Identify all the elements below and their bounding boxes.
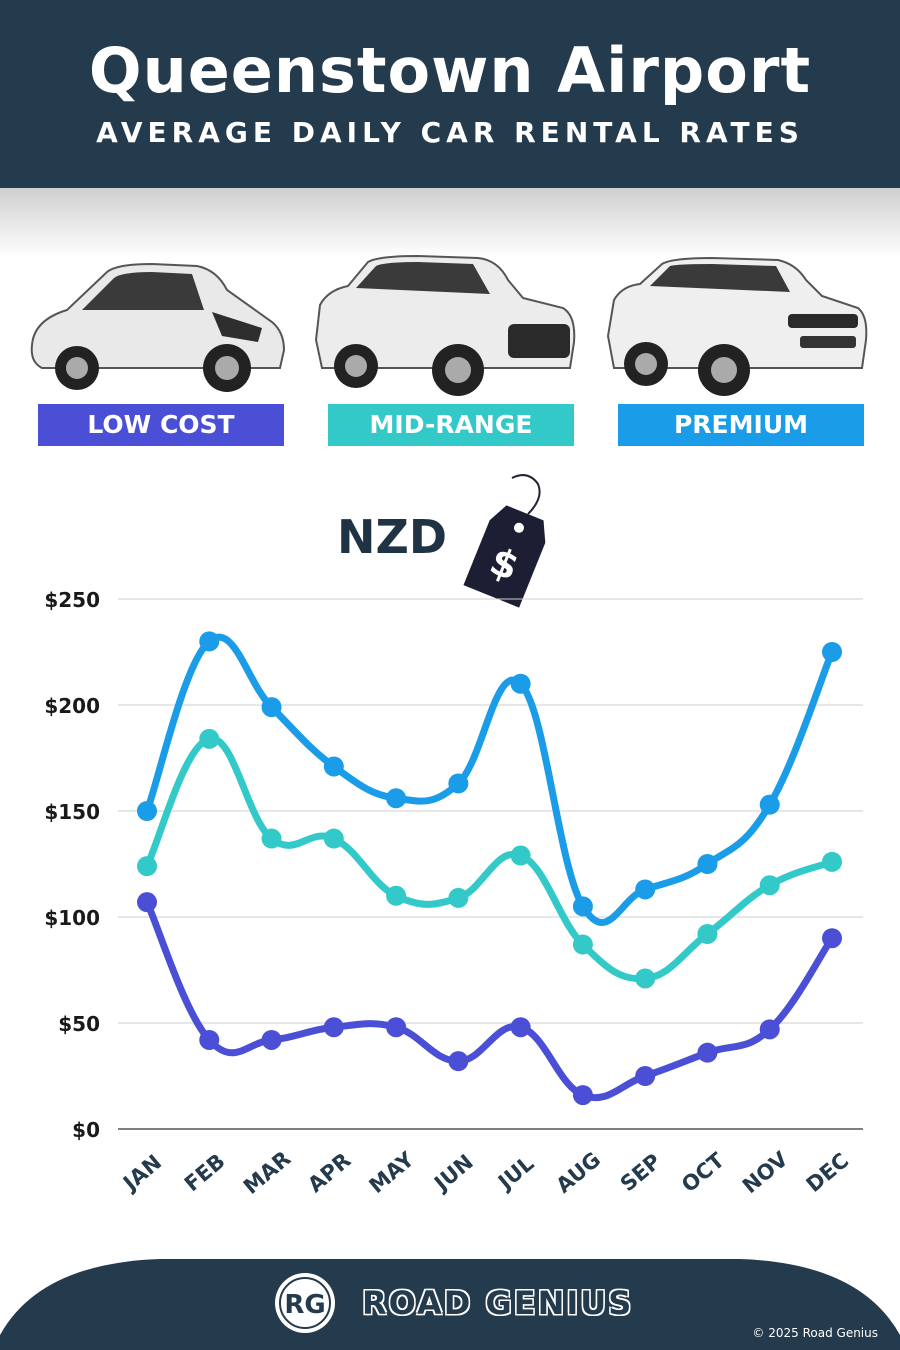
x-tick-label: SEP [616, 1149, 666, 1196]
footer-banner [0, 1259, 900, 1350]
data-point [323, 756, 344, 777]
data-point [448, 887, 469, 908]
hatchback-car-icon [30, 262, 286, 392]
data-point [635, 1066, 656, 1086]
data-point [759, 875, 780, 896]
data-point [697, 854, 718, 874]
y-tick-label: $50 [58, 1012, 100, 1036]
mid-range-badge: MID-RANGE [328, 404, 574, 446]
data-point [323, 828, 344, 849]
data-point [261, 1029, 282, 1050]
data-point [137, 801, 157, 821]
data-point [635, 968, 656, 989]
data-point [323, 1017, 344, 1038]
data-point [697, 1042, 718, 1063]
data-point [822, 642, 842, 662]
mid-range-label: MID-RANGE [369, 410, 533, 439]
x-tick-label: MAR [239, 1146, 295, 1199]
x-tick-label: MAY [365, 1147, 420, 1198]
page-title: Queenstown Airport [88, 34, 812, 107]
luxury-suv-car-icon [606, 256, 868, 396]
premium-badge: PREMIUM [618, 404, 864, 446]
data-point [510, 673, 531, 694]
series-line-premium [143, 633, 836, 926]
y-tick-label: $150 [44, 800, 100, 824]
brand-name: ROAD GENIUS [362, 1284, 634, 1322]
data-point [822, 851, 842, 872]
data-point [199, 631, 220, 652]
data-point [199, 728, 220, 749]
price-tag-icon: $ [463, 474, 546, 608]
data-point [137, 856, 157, 877]
y-tick-label: $200 [44, 694, 100, 718]
x-tick-label: DEC [802, 1148, 854, 1197]
data-point [448, 773, 469, 794]
y-tick-label: $250 [44, 588, 100, 612]
x-tick-label: NOV [738, 1147, 793, 1199]
line-chart: $0 $50 $100 $150 $200 $250 JAN FEB MAR APR MAY JUN… [44, 588, 863, 1199]
data-point [386, 1017, 407, 1038]
road-genius-logo-icon: RG [275, 1273, 335, 1333]
x-tick-label: FEB [180, 1149, 230, 1196]
header-shadow [0, 188, 900, 258]
data-point [510, 845, 531, 866]
suv-car-icon [314, 254, 576, 396]
data-point [572, 1085, 593, 1106]
y-tick-label: $0 [72, 1118, 100, 1142]
x-tick-label: APR [303, 1148, 355, 1197]
data-point [822, 928, 842, 949]
data-point [572, 896, 593, 917]
logo-text: RG [284, 1290, 325, 1320]
low-cost-badge: LOW COST [38, 404, 284, 446]
data-point [510, 1017, 531, 1038]
x-tick-label: AUG [552, 1147, 606, 1197]
x-tick-label: JUL [492, 1151, 538, 1195]
data-point [635, 879, 656, 900]
data-point [261, 828, 282, 849]
page-subtitle: AVERAGE DAILY CAR RENTAL RATES [96, 116, 804, 149]
x-tick-label: OCT [677, 1148, 729, 1197]
data-point [572, 934, 593, 955]
series-line-mid-range [143, 735, 836, 983]
data-point [386, 885, 407, 906]
data-point [386, 788, 407, 809]
data-point [199, 1029, 220, 1050]
copyright-text: © 2025 Road Genius [752, 1326, 878, 1340]
x-tick-label: JAN [117, 1150, 166, 1196]
series-line-low-cost [143, 898, 836, 1102]
data-point [759, 794, 780, 815]
data-point [261, 697, 282, 718]
premium-label: PREMIUM [673, 410, 808, 439]
y-tick-label: $100 [44, 906, 100, 930]
x-tick-label: JUN [428, 1150, 477, 1197]
data-point [697, 923, 718, 944]
data-point [759, 1019, 780, 1040]
data-point [448, 1051, 469, 1072]
low-cost-label: LOW COST [87, 410, 235, 439]
data-point [137, 892, 157, 913]
header-banner: Queenstown Airport AVERAGE DAILY CAR REN… [0, 0, 900, 188]
currency-label: NZD [337, 510, 448, 564]
